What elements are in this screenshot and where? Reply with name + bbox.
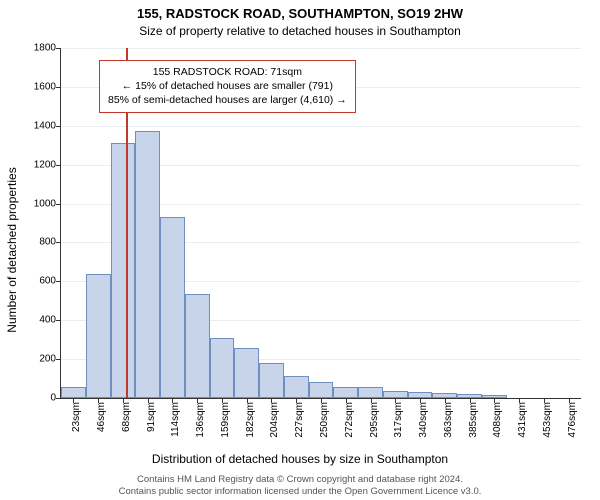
histogram-bar	[135, 131, 160, 398]
histogram-bar	[383, 391, 408, 398]
x-tick-label: 227sqm	[294, 402, 305, 438]
chart-subtitle: Size of property relative to detached ho…	[0, 24, 600, 38]
annotation-line: ← 15% of detached houses are smaller (79…	[108, 79, 347, 93]
chart-title: 155, RADSTOCK ROAD, SOUTHAMPTON, SO19 2H…	[0, 6, 600, 21]
x-tick-label: 408sqm	[492, 402, 503, 438]
histogram-bar	[333, 387, 358, 398]
x-tick-label: 68sqm	[121, 402, 132, 432]
y-tick-label: 1400	[34, 120, 61, 131]
x-tick-label: 114sqm	[170, 402, 181, 437]
annotation-line: 155 RADSTOCK ROAD: 71sqm	[108, 65, 347, 79]
histogram-bar	[234, 348, 259, 398]
x-tick-label: 136sqm	[195, 402, 206, 438]
gridline	[61, 48, 581, 49]
y-tick-label: 200	[39, 354, 61, 365]
footer-line: Contains HM Land Registry data © Crown c…	[137, 474, 463, 485]
x-tick-label: 476sqm	[567, 402, 578, 438]
footer-attribution: Contains HM Land Registry data © Crown c…	[0, 474, 600, 498]
x-axis-label: Distribution of detached houses by size …	[0, 452, 600, 466]
x-tick-label: 295sqm	[369, 402, 380, 438]
annotation-line: 85% of semi-detached houses are larger (…	[108, 93, 347, 107]
x-tick-label: 159sqm	[220, 402, 231, 438]
x-tick-label: 431sqm	[517, 402, 528, 438]
histogram-bar	[309, 382, 334, 398]
histogram-bar	[111, 143, 136, 398]
y-tick-label: 1800	[34, 43, 61, 54]
y-tick-label: 1000	[34, 198, 61, 209]
y-tick-label: 1600	[34, 81, 61, 92]
x-tick-label: 204sqm	[269, 402, 280, 438]
x-tick-label: 23sqm	[71, 402, 82, 432]
histogram-bar	[61, 387, 86, 398]
histogram-bar	[185, 294, 210, 398]
x-tick-label: 182sqm	[245, 402, 256, 438]
y-tick-label: 400	[39, 315, 61, 326]
footer-line: Contains public sector information licen…	[119, 486, 482, 497]
histogram-bar	[259, 363, 284, 398]
x-tick-label: 272sqm	[344, 402, 355, 438]
histogram-bar	[210, 338, 235, 398]
x-tick-label: 250sqm	[319, 402, 330, 438]
y-tick-label: 1200	[34, 159, 61, 170]
y-tick-label: 800	[39, 237, 61, 248]
histogram-bar	[86, 274, 111, 398]
plot-area: 02004006008001000120014001600180023sqm46…	[60, 48, 581, 399]
x-tick-label: 453sqm	[542, 402, 553, 438]
y-axis-label: Number of detached properties	[5, 167, 19, 332]
x-tick-label: 363sqm	[443, 402, 454, 438]
y-tick-label: 600	[39, 276, 61, 287]
histogram-bar	[284, 376, 309, 398]
x-tick-label: 340sqm	[418, 402, 429, 438]
x-tick-label: 385sqm	[468, 402, 479, 438]
x-tick-label: 91sqm	[146, 402, 157, 432]
y-tick-label: 0	[50, 393, 61, 404]
gridline	[61, 126, 581, 127]
histogram-bar	[160, 217, 185, 398]
histogram-bar	[358, 387, 383, 398]
x-tick-label: 317sqm	[393, 402, 404, 438]
annotation-box: 155 RADSTOCK ROAD: 71sqm← 15% of detache…	[99, 60, 356, 113]
x-tick-label: 46sqm	[96, 402, 107, 432]
